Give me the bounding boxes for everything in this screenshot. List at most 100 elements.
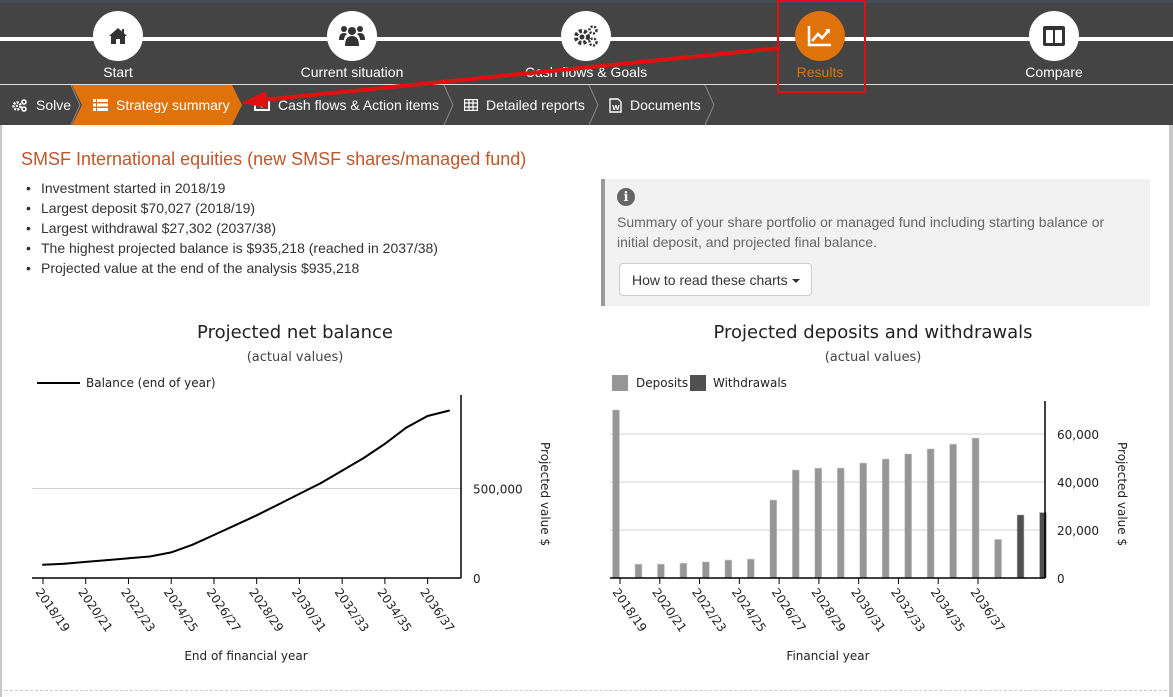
- step-circle: [1029, 11, 1079, 61]
- deposit-bar: [994, 539, 1002, 579]
- summary-item: Largest withdrawal $27,302 (2037/38): [26, 218, 438, 238]
- balance-point: [255, 514, 258, 517]
- annotation-highlight-box: [777, 0, 866, 93]
- balance-point: [170, 551, 173, 554]
- x-tick-label: 2034/35: [374, 586, 414, 635]
- deposit-bar: [724, 559, 733, 579]
- x-tick-label: 2030/31: [289, 586, 329, 635]
- x-tick-label: 2026/27: [203, 586, 243, 635]
- subnav-label: Detailed reports: [486, 97, 585, 113]
- step-circle: [93, 11, 143, 61]
- deposit-bar: [791, 469, 800, 579]
- step-cash-flows-goals[interactable]: Cash flows & Goals: [506, 11, 666, 80]
- subnav-label: Documents: [630, 97, 701, 113]
- deposit-bar: [612, 409, 620, 579]
- x-tick-label: 2022/23: [118, 586, 158, 635]
- section-divider: [0, 690, 1167, 691]
- summary-list: Investment started in 2018/19 Largest de…: [26, 178, 438, 278]
- users-icon: [339, 26, 365, 46]
- home-icon: [109, 28, 127, 44]
- step-label: Compare: [1025, 64, 1083, 80]
- deposit-bar: [679, 562, 688, 579]
- deposit-bar: [859, 462, 868, 579]
- y-tick-label: 40,000: [1057, 476, 1099, 490]
- line-chart-subtitle: (actual values): [246, 350, 344, 365]
- balance-point: [298, 492, 301, 495]
- strategy-summary-panel: SMSF International equities (new SMSF sh…: [0, 125, 1167, 697]
- balance-point: [341, 469, 344, 472]
- x-tick-label: 2034/35: [928, 586, 968, 635]
- gears-icon: [574, 25, 598, 47]
- deposit-bar: [904, 453, 912, 579]
- step-bar: Start Current situation Cash flows & Goa…: [0, 3, 1173, 84]
- step-circle: [561, 11, 611, 61]
- y-tick-label: 0: [473, 572, 481, 586]
- deposit-bar: [971, 437, 980, 579]
- balance-point: [212, 534, 215, 537]
- gears-icon: [12, 98, 28, 112]
- columns-icon: [1043, 26, 1065, 46]
- x-tick-label: 2032/33: [332, 586, 372, 635]
- step-label: Cash flows & Goals: [524, 64, 648, 80]
- balance-point: [84, 560, 87, 563]
- balance-point: [405, 426, 408, 429]
- subnav-detailed-reports[interactable]: Detailed reports: [464, 85, 585, 125]
- deposit-bar: [769, 499, 778, 579]
- info-box: i Summary of your share portfolio or man…: [601, 179, 1150, 306]
- y-tick-label: 20,000: [1057, 524, 1099, 538]
- sub-navigation: Solve Strategy summary Cash flows & Acti…: [0, 85, 1173, 125]
- subnav-label: Solve: [36, 97, 72, 113]
- step-start[interactable]: Start: [38, 11, 198, 80]
- balance-point: [319, 482, 322, 485]
- subnav-solve[interactable]: Solve: [12, 85, 71, 125]
- line-chart-title: Projected net balance: [197, 322, 393, 343]
- y-axis-title: Projected value $: [1115, 442, 1129, 546]
- bar-chart-title: Projected deposits and withdrawals: [713, 322, 1033, 343]
- y-tick-label: 0: [1057, 572, 1065, 586]
- subnav-documents[interactable]: W Documents: [609, 85, 701, 125]
- balance-point: [106, 559, 109, 562]
- breadcrumb-separator: [443, 85, 454, 125]
- step-label: Start: [103, 64, 133, 80]
- x-tick-label: 2036/37: [968, 586, 1008, 635]
- x-tick-label: 2024/25: [161, 586, 201, 635]
- balance-point: [362, 457, 365, 460]
- legend-label: Balance (end of year): [86, 376, 216, 390]
- y-tick-label: 60,000: [1057, 428, 1099, 442]
- step-label: Current situation: [300, 64, 404, 80]
- balance-point: [191, 543, 194, 546]
- info-icon: i: [617, 188, 635, 206]
- legend-swatch-withdrawals: [690, 375, 706, 391]
- withdrawal-bar: [1016, 514, 1025, 579]
- summary-item: Investment started in 2018/19: [26, 178, 438, 198]
- bar-chart: Deposits Withdrawals 0 20,000 40,000 60,000 20…: [610, 375, 1129, 663]
- balance-point: [127, 557, 130, 560]
- subnav-label: Strategy summary: [116, 97, 230, 113]
- word-file-icon: W: [609, 97, 622, 113]
- step-circle: [327, 11, 377, 61]
- step-compare[interactable]: Compare: [974, 11, 1134, 80]
- balance-line: [42, 409, 450, 566]
- x-tick-label: 2028/29: [246, 586, 286, 635]
- subnav-cash-flows-action-items[interactable]: Cash flows & Action items: [254, 85, 439, 125]
- subnav-strategy-summary[interactable]: Strategy summary: [72, 85, 242, 125]
- x-tick-label: 2028/29: [808, 586, 848, 635]
- breadcrumb-separator: [70, 85, 81, 125]
- legend-swatch-deposits: [612, 375, 628, 391]
- deposit-bar: [747, 558, 755, 579]
- window-top-strip: [0, 0, 1173, 3]
- y-axis-title: Projected value $: [538, 442, 552, 546]
- how-to-read-charts-dropdown[interactable]: How to read these charts: [619, 263, 812, 296]
- x-axis-title: Financial year: [786, 649, 869, 663]
- chart-line-icon: [807, 26, 831, 47]
- x-tick-label: 2018/19: [610, 586, 650, 635]
- money-icon: [254, 99, 270, 111]
- x-axis-title: End of financial year: [184, 649, 307, 663]
- summary-item: Largest deposit $70,027 (2018/19): [26, 198, 438, 218]
- x-tick-label: 2020/21: [649, 586, 689, 635]
- step-label: Results: [796, 64, 844, 80]
- step-current-situation[interactable]: Current situation: [272, 11, 432, 80]
- balance-point: [277, 503, 280, 506]
- step-results[interactable]: Results: [740, 11, 900, 80]
- x-tick-label: 2032/33: [888, 586, 928, 635]
